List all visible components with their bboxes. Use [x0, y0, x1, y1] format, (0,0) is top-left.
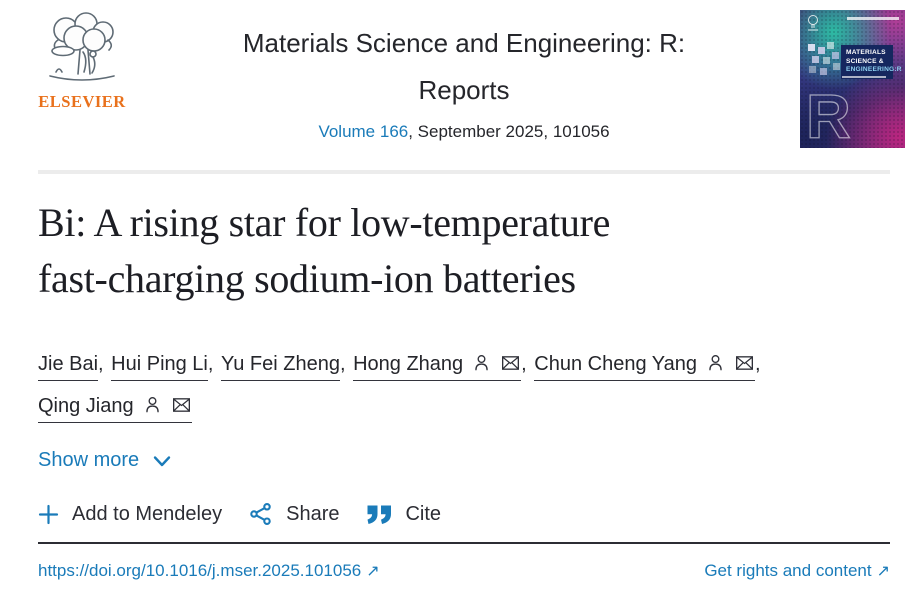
cover-top-text-bar: [847, 17, 899, 20]
author-separator: ,: [521, 353, 533, 375]
cover-label-line3: ENGINEERING:R: [846, 66, 902, 74]
show-more-button[interactable]: Show more: [38, 449, 173, 472]
volume-link[interactable]: Volume 166: [318, 121, 409, 141]
author-link[interactable]: Hui Ping Li: [111, 352, 208, 381]
external-link-icon: ↗: [876, 563, 890, 580]
article-footer: https://doi.org/10.1016/j.mser.2025.1010…: [0, 544, 910, 581]
action-toolbar: Add to Mendeley Share: [38, 502, 872, 526]
person-icon: [475, 355, 488, 371]
author-separator: ,: [339, 353, 352, 375]
doi-link[interactable]: https://doi.org/10.1016/j.mser.2025.1010…: [38, 561, 380, 581]
plus-icon: [38, 504, 59, 524]
author-link[interactable]: Yu Fei Zheng: [221, 352, 340, 381]
author-separator: ,: [207, 353, 219, 375]
author-separator: ,: [98, 353, 110, 375]
journal-title-line1: Materials Science and Engineering: R:: [242, 28, 686, 58]
person-icon: [145, 397, 159, 413]
elsevier-wordmark: ELSEVIER: [38, 92, 126, 111]
article-title-line2: fast-charging sodium-ion batteries: [38, 256, 576, 301]
elsevier-tree-icon: [49, 12, 115, 81]
author-link[interactable]: Chun Cheng Yang: [534, 352, 756, 381]
rights-and-content-link[interactable]: Get rights and content ↗: [704, 561, 890, 581]
mendeley-label: Add to Mendeley: [72, 502, 223, 525]
rights-text: Get rights and content: [704, 561, 872, 580]
author-name: Jie Bai: [38, 353, 99, 375]
cover-watermark-letter: R: [805, 82, 851, 146]
author-name: Yu Fei Zheng: [221, 353, 340, 375]
author-link[interactable]: Jie Bai: [38, 352, 99, 381]
cover-label-line2: SCIENCE &: [846, 57, 884, 65]
person-icon: [709, 355, 722, 371]
issue-info: , September 2025, 101056: [408, 121, 610, 141]
journal-cover-thumbnail[interactable]: MATERIALS SCIENCE & ENGINEERING:R R: [800, 10, 905, 148]
svg-text:R: R: [806, 83, 851, 146]
cover-texture: [800, 10, 905, 148]
footer-divider: [38, 542, 890, 544]
article-header-main: Bi: A rising star for low-temperature fa…: [0, 195, 910, 526]
add-to-mendeley-button[interactable]: Add to Mendeley: [38, 503, 222, 526]
volume-issue-line: Volume 166, September 2025, 101056: [130, 122, 798, 142]
cover-mosaic-art: [808, 44, 815, 51]
article-title-line1: Bi: A rising star for low-temperature: [38, 200, 611, 245]
cover-elsevier-mark-icon: [808, 15, 818, 31]
quote-icon: [367, 505, 392, 524]
share-label: Share: [286, 502, 340, 525]
author-link[interactable]: Qing Jiang: [38, 394, 192, 423]
author-name: Hui Ping Li: [111, 353, 208, 375]
author-name: Hong Zhang: [353, 353, 464, 375]
elsevier-logo[interactable]: ELSEVIER: [34, 10, 130, 112]
journal-info: Materials Science and Engineering: R: Re…: [130, 20, 798, 142]
cite-label: Cite: [405, 502, 442, 525]
author-name: Qing Jiang: [38, 395, 134, 417]
cite-button[interactable]: Cite: [366, 503, 441, 526]
article-header-page: ELSEVIER Materials Science and Engineeri…: [0, 0, 910, 581]
show-more-label: Show more: [38, 449, 140, 471]
envelope-icon: [502, 356, 520, 370]
share-button[interactable]: Share: [249, 502, 339, 526]
author-name: Chun Cheng Yang: [534, 353, 698, 375]
envelope-icon: [172, 398, 190, 412]
journal-title-link[interactable]: Materials Science and Engineering: R: Re…: [130, 20, 798, 115]
author-link[interactable]: Hong Zhang: [353, 352, 522, 381]
cover-label-line1: MATERIALS: [846, 49, 886, 56]
envelope-icon: [736, 356, 754, 370]
cover-journal-label: MATERIALS SCIENCE & ENGINEERING:R: [841, 45, 902, 79]
cover-subtitle-bar: [842, 76, 886, 78]
author-list: Jie Bai, Hui Ping Li, Yu Fei Zheng, Hong…: [38, 343, 872, 427]
journal-title-line2: Reports: [418, 75, 510, 106]
share-nodes-icon: [250, 503, 271, 525]
chevron-down-icon: [153, 455, 171, 466]
header-divider: [38, 170, 890, 174]
author-separator: ,: [755, 353, 761, 375]
journal-banner: ELSEVIER Materials Science and Engineeri…: [0, 0, 910, 170]
external-link-icon: ↗: [366, 563, 380, 580]
article-title: Bi: A rising star for low-temperature fa…: [38, 195, 872, 307]
doi-text: https://doi.org/10.1016/j.mser.2025.1010…: [38, 561, 362, 580]
